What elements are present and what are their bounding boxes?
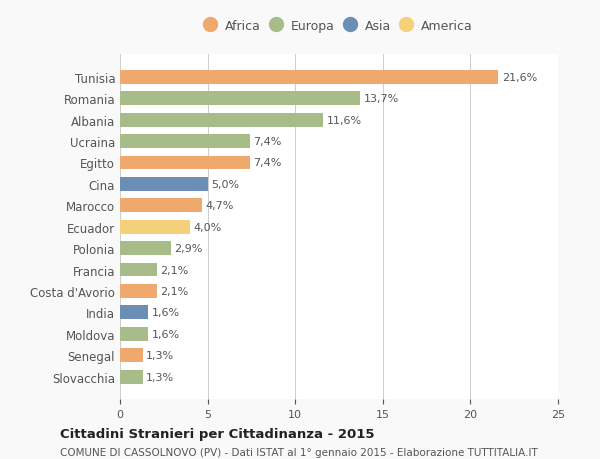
Text: COMUNE DI CASSOLNOVO (PV) - Dati ISTAT al 1° gennaio 2015 - Elaborazione TUTTITA: COMUNE DI CASSOLNOVO (PV) - Dati ISTAT a…	[60, 448, 538, 458]
Text: 11,6%: 11,6%	[327, 115, 362, 125]
Bar	[120, 178, 208, 191]
Text: 7,4%: 7,4%	[253, 158, 281, 168]
Bar	[120, 306, 148, 319]
Bar	[120, 71, 499, 84]
Text: 1,6%: 1,6%	[152, 308, 179, 318]
Bar	[120, 92, 360, 106]
Text: 2,1%: 2,1%	[160, 286, 188, 296]
Legend: Africa, Europa, Asia, America: Africa, Europa, Asia, America	[202, 17, 476, 37]
Text: 4,7%: 4,7%	[206, 201, 234, 211]
Bar	[120, 263, 157, 277]
Text: Cittadini Stranieri per Cittadinanza - 2015: Cittadini Stranieri per Cittadinanza - 2…	[60, 427, 374, 440]
Bar	[120, 135, 250, 149]
Bar	[120, 370, 143, 384]
Bar	[120, 220, 190, 234]
Text: 2,9%: 2,9%	[175, 244, 203, 253]
Bar	[120, 241, 171, 256]
Text: 4,0%: 4,0%	[194, 222, 222, 232]
Text: 1,3%: 1,3%	[146, 350, 175, 360]
Bar	[120, 199, 202, 213]
Bar	[120, 284, 157, 298]
Text: 5,0%: 5,0%	[211, 179, 239, 190]
Text: 7,4%: 7,4%	[253, 137, 281, 147]
Bar	[120, 327, 148, 341]
Text: 1,3%: 1,3%	[146, 372, 175, 382]
Text: 2,1%: 2,1%	[160, 265, 188, 275]
Text: 21,6%: 21,6%	[502, 73, 537, 83]
Bar	[120, 348, 143, 362]
Text: 13,7%: 13,7%	[364, 94, 399, 104]
Bar	[120, 156, 250, 170]
Bar	[120, 113, 323, 127]
Text: 1,6%: 1,6%	[152, 329, 179, 339]
